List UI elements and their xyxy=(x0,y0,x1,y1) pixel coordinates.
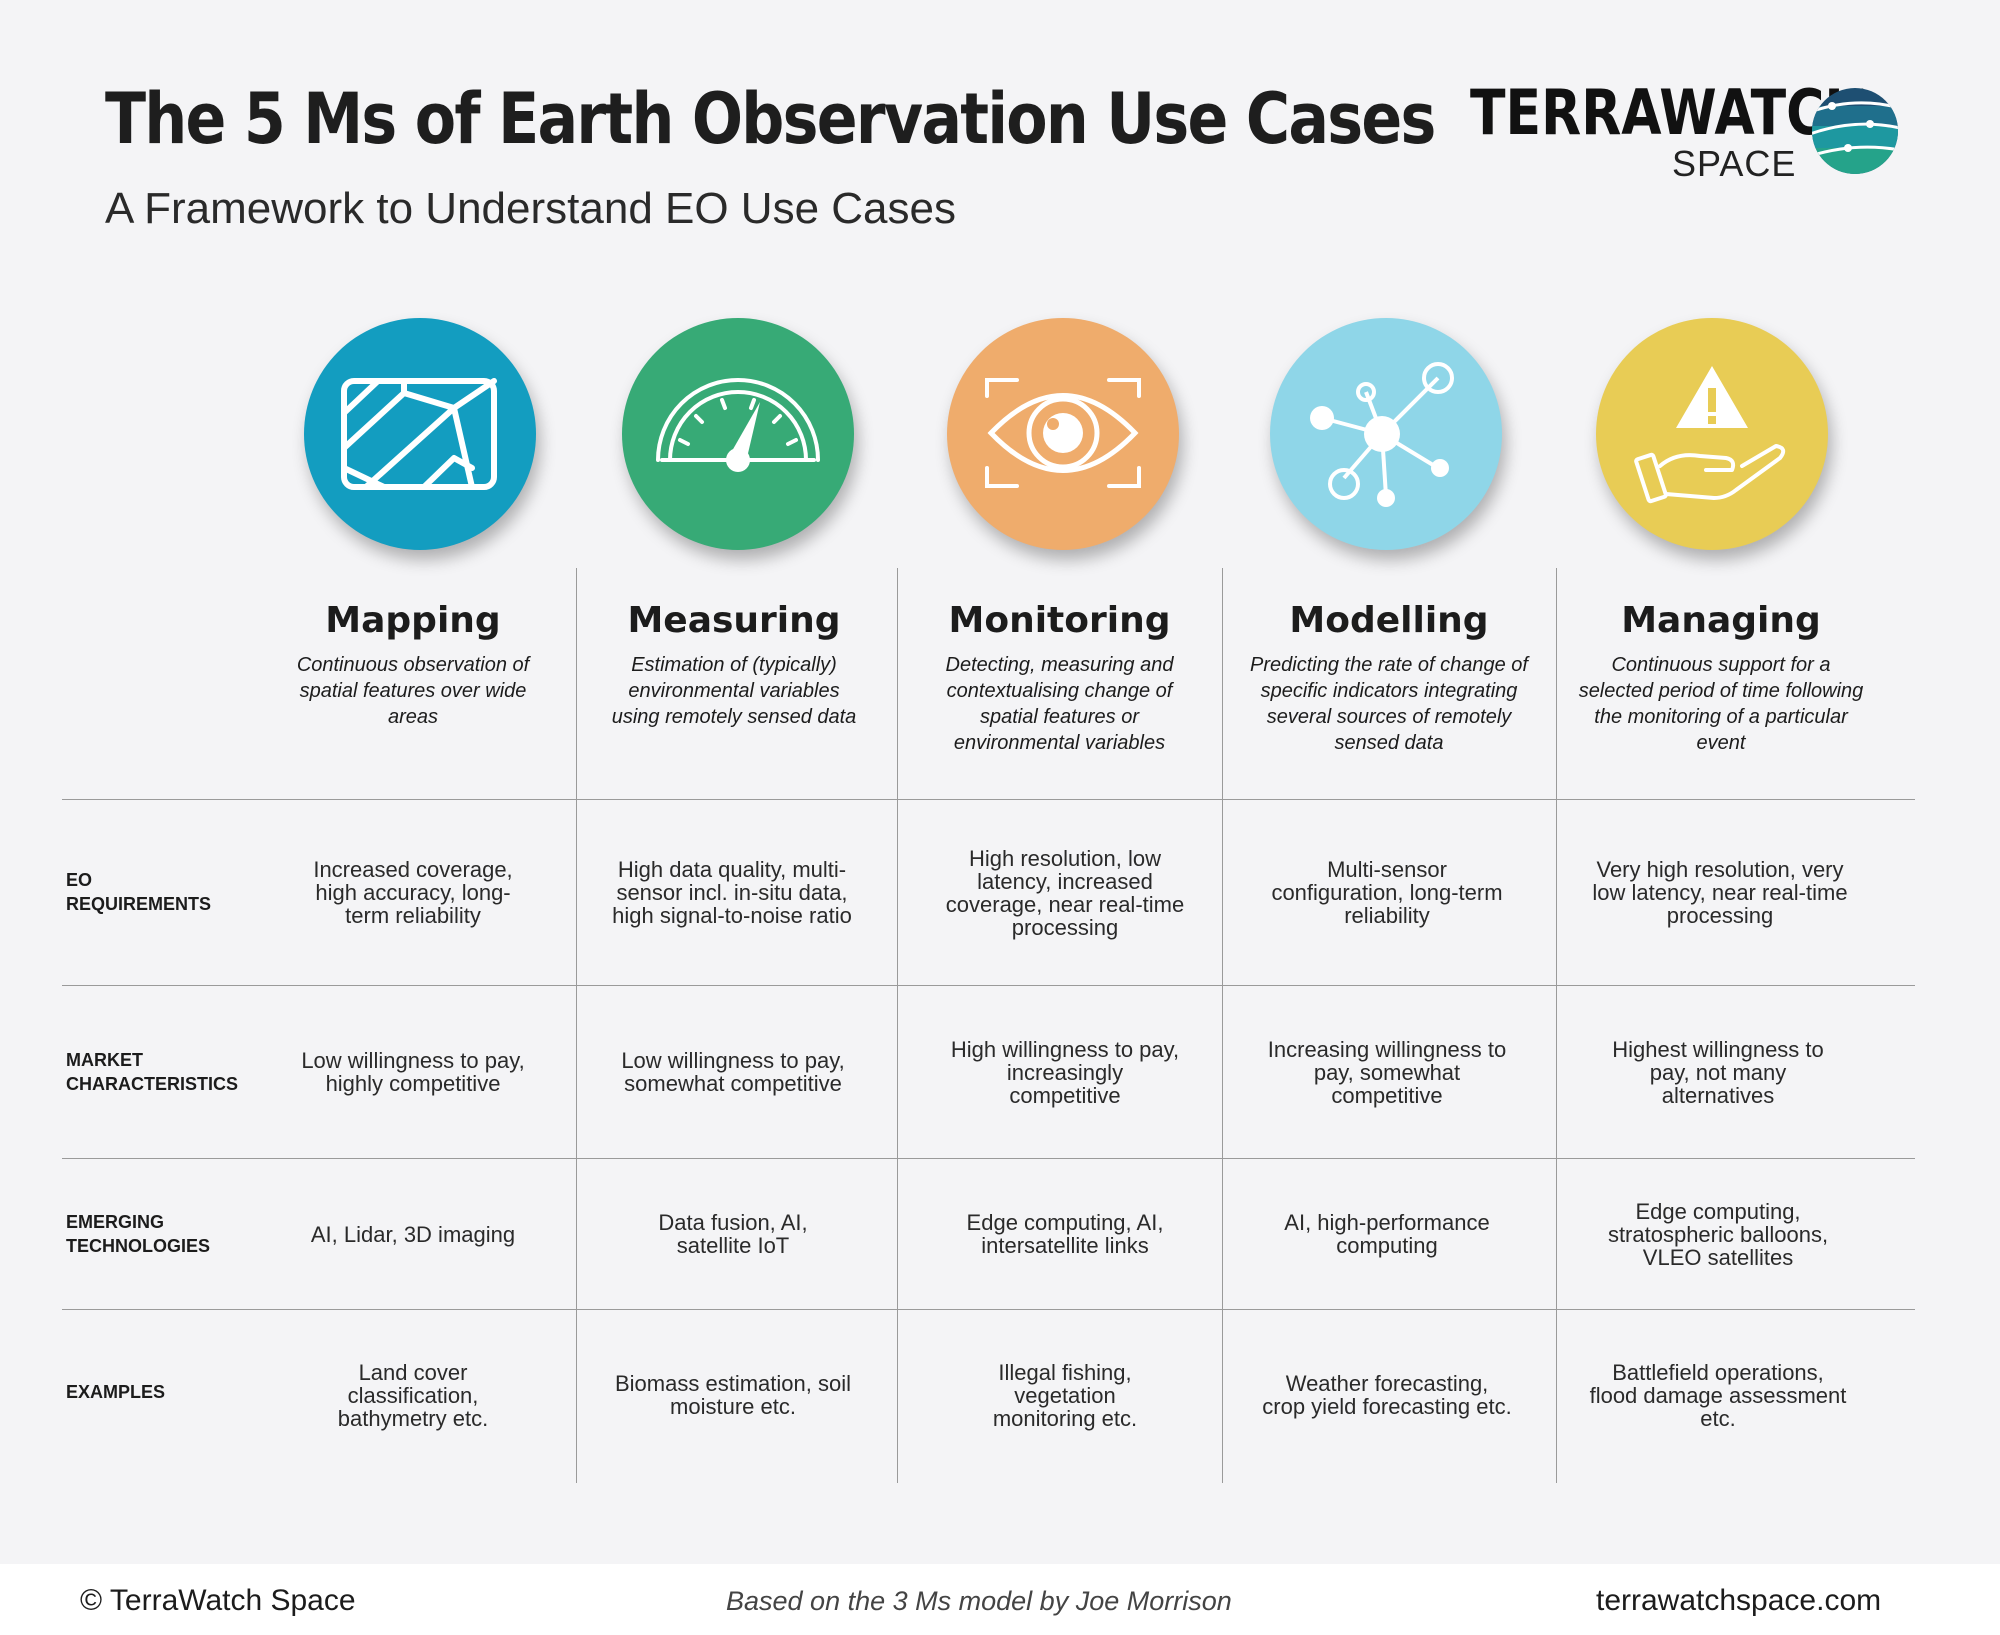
footer-website-link[interactable]: terrawatchspace.com xyxy=(1596,1584,1882,1617)
table-cell: Battlefield operations, flood damage ass… xyxy=(1589,1359,1847,1431)
page-subtitle: A Framework to Understand EO Use Cases xyxy=(105,184,956,233)
monitoring-circle xyxy=(947,318,1179,550)
table-cell: Low willingness to pay, somewhat competi… xyxy=(621,1048,845,1096)
column-divider xyxy=(576,568,577,1483)
row-label-market-characteristics: MARKET CHARACTERISTICS xyxy=(66,1050,239,1094)
table-cell: Increasing willingness to pay, somewhat … xyxy=(1267,1036,1507,1108)
network-icon xyxy=(1310,362,1454,507)
row-divider xyxy=(62,1309,1915,1310)
column-desc-managing: Continuous support for a selected period… xyxy=(1578,654,1864,754)
table-cell: Low willingness to pay, highly competiti… xyxy=(301,1048,525,1096)
table-cell: High data quality, multi-sensor incl. in… xyxy=(612,857,852,928)
column-desc-mapping: Continuous observation of spatial featur… xyxy=(296,654,530,728)
column-desc-monitoring: Detecting, measuring and contextualising… xyxy=(945,654,1174,754)
page-title: The 5 Ms of Earth Observation Use Cases xyxy=(105,78,1436,160)
column-title-modelling: Modelling xyxy=(1289,600,1489,641)
logo-space-text: SPACE xyxy=(1672,143,1797,184)
row-label-eo-requirements: EO REQUIREMENTS xyxy=(66,870,212,914)
row-label-emerging-technologies: EMERGING TECHNOLOGIES xyxy=(66,1212,211,1256)
row-divider xyxy=(62,985,1915,986)
managing-circle xyxy=(1596,318,1828,550)
row-label-examples: EXAMPLES xyxy=(66,1382,166,1402)
column-desc-measuring: Estimation of (typically) environmental … xyxy=(611,654,857,728)
column-divider xyxy=(1556,568,1557,1483)
table-cell: High willingness to pay, increasingly co… xyxy=(950,1036,1180,1108)
row-divider xyxy=(62,799,1915,800)
table-cell: Illegal fishing, vegetation monitoring e… xyxy=(992,1359,1138,1431)
table-cell: Edge computing, AI, intersatellite links xyxy=(966,1210,1164,1258)
table-cell: Highest willingness to pay, not many alt… xyxy=(1612,1036,1824,1108)
column-title-monitoring: Monitoring xyxy=(948,600,1171,641)
table-cell: Multi-sensor configuration, long-term re… xyxy=(1271,857,1503,928)
logo-wordmark: TERRAWATCH xyxy=(1470,76,1868,149)
table-cell: AI, Lidar, 3D imaging xyxy=(310,1221,516,1247)
mapping-circle xyxy=(304,318,536,550)
column-divider xyxy=(897,568,898,1483)
measuring-circle xyxy=(622,318,854,550)
table-cell: Biomass estimation, soil moisture etc. xyxy=(615,1371,851,1419)
table-cell: Weather forecasting, crop yield forecast… xyxy=(1262,1371,1512,1419)
table-cell: Edge computing, stratospheric balloons, … xyxy=(1607,1198,1829,1270)
map-icon xyxy=(341,378,497,490)
column-title-measuring: Measuring xyxy=(627,600,841,641)
table-cell: Very high resolution, very low latency, … xyxy=(1592,857,1848,928)
eye-icon xyxy=(985,378,1141,488)
table-cell: AI, high-performance computing xyxy=(1284,1210,1490,1258)
column-title-managing: Managing xyxy=(1621,600,1821,641)
warning-hand-icon xyxy=(1634,366,1786,504)
footer-bar xyxy=(0,1564,2000,1635)
table-cell: Land cover classification, bathymetry et… xyxy=(337,1359,489,1431)
modelling-circle xyxy=(1270,318,1502,550)
row-divider xyxy=(62,1158,1915,1159)
footer-copyright: © TerraWatch Space xyxy=(80,1584,356,1617)
gauge-icon xyxy=(656,378,820,472)
column-desc-modelling: Predicting the rate of change of specifi… xyxy=(1250,654,1528,754)
table-cell: Data fusion, AI, satellite IoT xyxy=(658,1210,808,1258)
column-title-mapping: Mapping xyxy=(325,600,501,641)
table-cell: High resolution, low latency, increased … xyxy=(945,845,1185,940)
column-divider xyxy=(1222,568,1223,1483)
footer-credit: Based on the 3 Ms model by Joe Morrison xyxy=(726,1586,1232,1616)
table-cell: Increased coverage, high accuracy, long-… xyxy=(313,857,513,928)
globe-logo-icon xyxy=(1812,88,1898,174)
